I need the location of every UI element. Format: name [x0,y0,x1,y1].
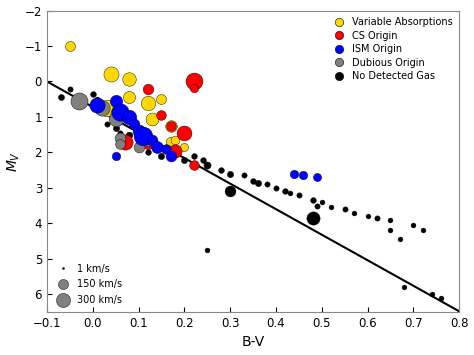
Point [93,102,101,107]
Point [112,153,119,159]
Point [282,189,289,194]
Point [75,98,83,104]
Point [217,167,225,173]
Point [291,171,298,176]
Point [199,157,207,162]
Point [313,174,321,180]
Point [158,153,165,159]
Point [410,222,417,228]
Point [190,153,197,159]
Point [126,132,133,137]
Legend: 1 km/s, 150 km/s, 300 km/s: 1 km/s, 150 km/s, 300 km/s [52,262,124,307]
Point [172,149,179,155]
Point [144,100,152,105]
Point [117,141,124,146]
Point [144,86,152,92]
Point [295,192,303,198]
Point [126,95,133,100]
Point [181,130,188,136]
Point [428,291,436,297]
Point [66,43,73,49]
Point [117,130,124,136]
Point [162,146,170,152]
Point [254,180,262,185]
Point [89,91,97,97]
Point [57,95,64,100]
Point [341,206,348,212]
Point [249,178,257,184]
Point [139,133,147,139]
Point [153,144,161,150]
Point [121,139,128,144]
Point [167,153,174,159]
Point [313,203,321,208]
Point [240,173,248,178]
Point [203,162,211,168]
Point [437,295,445,301]
Point [112,98,119,104]
Point [300,173,307,178]
Point [135,128,142,134]
Y-axis label: $M_V$: $M_V$ [6,151,22,172]
Point [203,247,211,253]
Point [396,236,403,242]
Point [158,97,165,102]
Point [309,197,317,203]
Point [148,137,156,143]
Point [144,139,152,144]
Point [373,215,381,221]
Point [172,137,179,143]
Point [181,144,188,150]
Point [272,185,280,191]
Point [227,189,234,194]
Point [318,199,326,205]
Point [167,123,174,129]
Point [401,284,408,290]
Point [286,190,293,196]
Point [126,114,133,120]
Point [130,121,138,127]
Point [387,217,394,223]
Point [107,72,115,77]
Point [227,171,234,176]
Point [112,116,119,121]
Point [121,137,128,143]
Point [172,148,179,153]
Point [350,210,358,215]
Point [103,105,110,111]
Point [148,116,156,121]
Point [309,215,317,221]
Point [66,86,73,92]
Point [75,100,83,105]
Point [190,79,197,84]
Point [263,181,271,187]
Point [98,105,106,111]
Point [135,139,142,144]
Point [167,123,174,129]
Point [112,125,119,130]
Point [158,112,165,118]
Point [103,121,110,127]
Point [117,135,124,141]
Point [190,162,197,168]
Point [327,204,335,210]
Point [387,228,394,233]
Point [93,97,101,102]
Point [167,139,174,144]
Point [117,109,124,114]
Point [112,110,119,116]
Point [98,109,106,114]
Point [126,76,133,82]
Point [190,85,197,91]
Point [419,228,426,233]
Point [135,132,142,137]
Point [144,141,152,146]
Point [144,149,152,155]
Point [135,144,142,150]
Point [364,213,372,219]
Point [181,157,188,162]
X-axis label: B-V: B-V [241,335,264,349]
